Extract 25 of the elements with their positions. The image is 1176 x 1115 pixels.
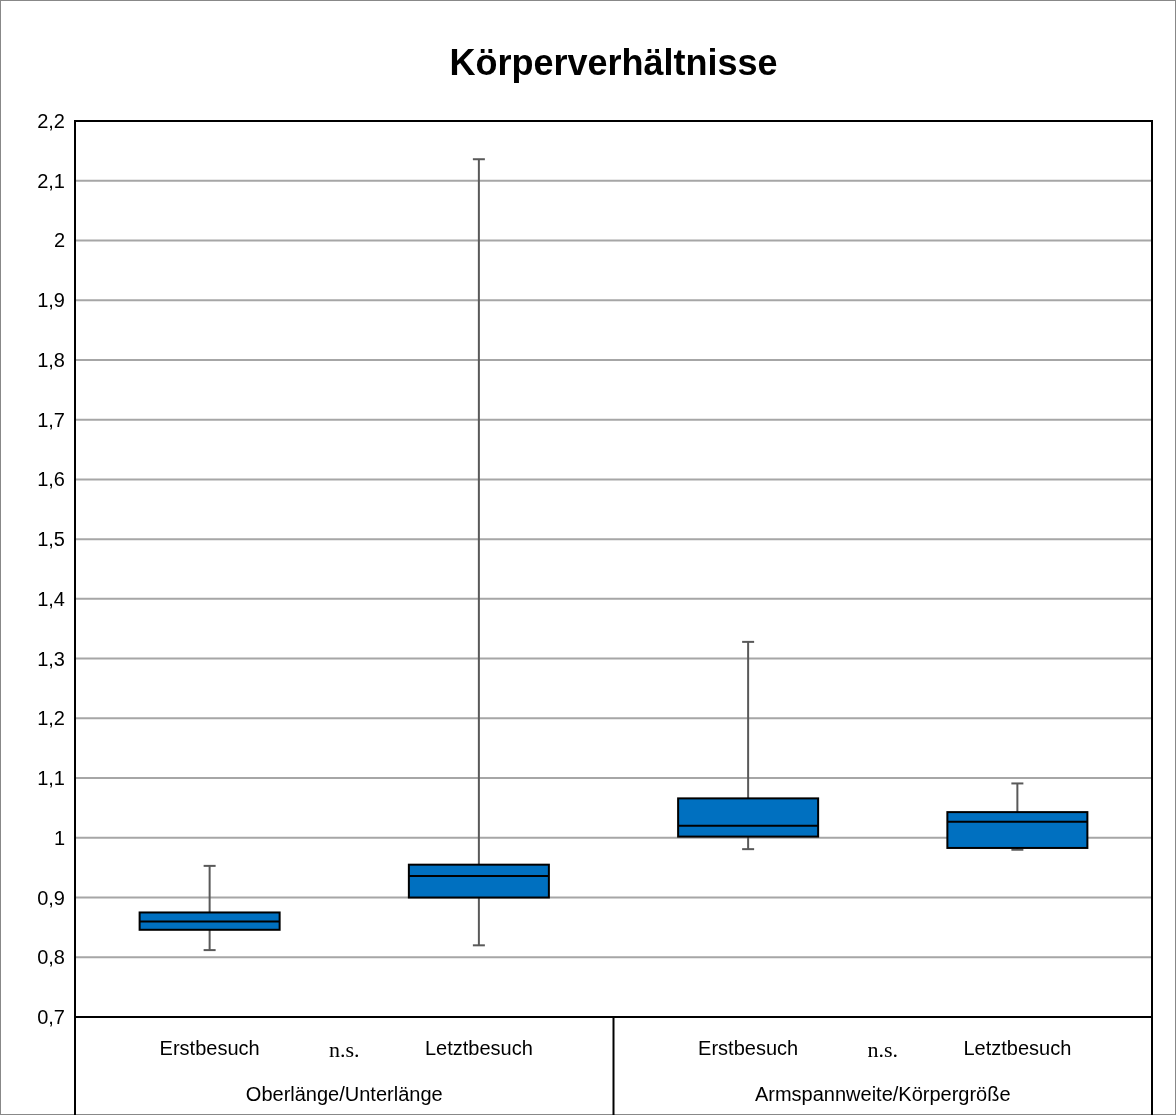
y-tick-label: 2 <box>53 229 65 252</box>
x-tick-label: Letztbesuch <box>424 1037 533 1059</box>
y-tick-label: 1,1 <box>37 767 65 790</box>
y-tick-label: 1,6 <box>37 468 65 491</box>
y-tick-label: 0,7 <box>37 1006 65 1028</box>
y-tick-label: 1,7 <box>37 408 65 431</box>
y-tick-label: 0,8 <box>37 946 65 969</box>
y-tick-label: 1,5 <box>37 528 65 551</box>
y-tick-label: 1,4 <box>37 587 65 610</box>
y-tick-label: 2,2 <box>37 110 65 132</box>
text: Armspannweite/Körpergröße <box>754 1083 1011 1105</box>
text: Oberlänge/Unterlänge <box>245 1083 443 1105</box>
x-tick-label: Erstbesuch <box>698 1037 799 1059</box>
y-tick-label: 0,9 <box>37 886 65 909</box>
x-tick-label: Letztbesuch <box>963 1037 1072 1059</box>
y-tick-label: 2,1 <box>37 169 65 192</box>
y-tick-label: 1,2 <box>37 707 65 730</box>
x-tick-label: Erstbesuch <box>159 1037 260 1059</box>
y-tick-label: 1,9 <box>37 289 65 312</box>
y-tick-label: 1,3 <box>37 647 65 670</box>
y-tick-label: 1,8 <box>37 348 65 371</box>
y-tick-label: 1 <box>53 826 65 849</box>
text: n.s. <box>867 1037 899 1062</box>
chart-title: Körperverhältnisse <box>449 42 778 83</box>
text: n.s. <box>328 1037 360 1062</box>
